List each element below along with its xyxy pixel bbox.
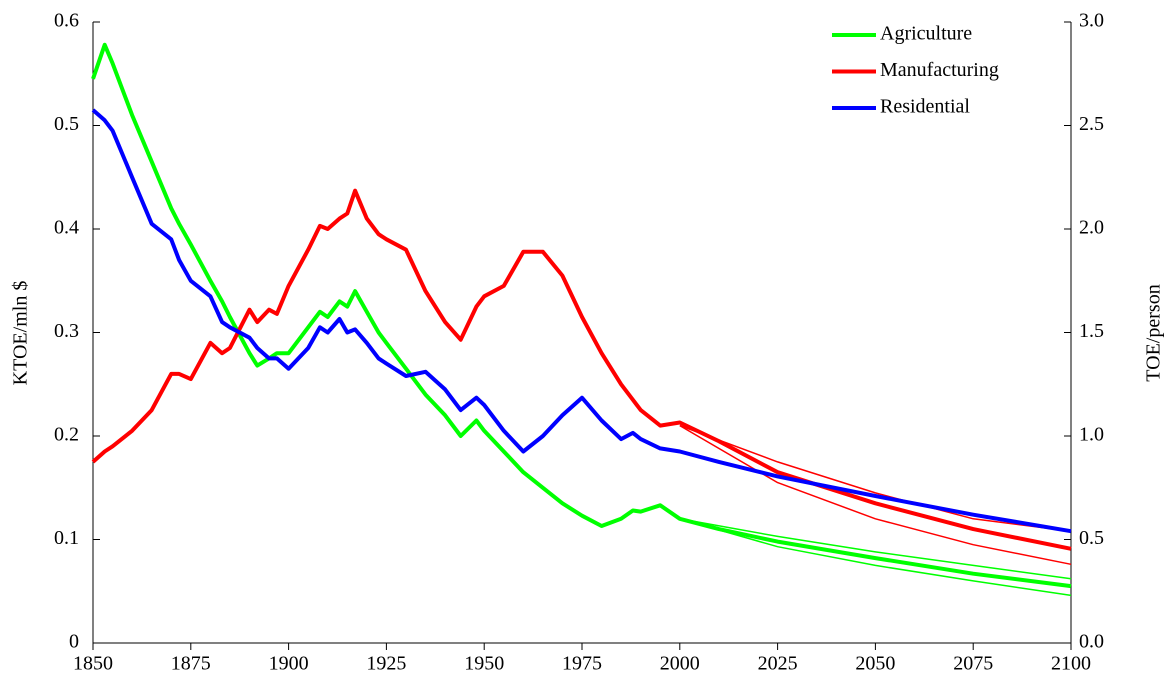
y2-tick-label: 1.0 xyxy=(1079,424,1104,446)
series-line xyxy=(91,108,1072,534)
x-tick-label: 2000 xyxy=(660,653,700,675)
y2-tick-label: 0.0 xyxy=(1079,631,1104,653)
series-line xyxy=(91,188,1072,551)
legend-label: Manufacturing xyxy=(880,59,999,81)
y-tick-label: 0.6 xyxy=(54,10,79,32)
x-tick-label: 1875 xyxy=(171,653,211,675)
forecast-low xyxy=(679,518,1072,597)
forecast-low xyxy=(679,424,1072,566)
y-axis-label: KTOE/mln $ xyxy=(10,281,32,386)
y-tick-label: 0 xyxy=(69,631,79,653)
x-tick-label: 2025 xyxy=(758,653,798,675)
x-tick-label: 2050 xyxy=(855,653,895,675)
y-tick-label: 0.5 xyxy=(54,113,79,135)
x-tick-label: 1925 xyxy=(366,653,406,675)
y-tick-label: 0.3 xyxy=(54,320,79,342)
forecast-high xyxy=(679,424,1072,532)
legend-label: Residential xyxy=(880,96,970,118)
y2-tick-label: 0.5 xyxy=(1079,527,1104,549)
y2-tick-label: 2.0 xyxy=(1079,217,1104,239)
x-tick-label: 1900 xyxy=(269,653,309,675)
series-line xyxy=(91,42,1072,589)
y2-axis-label: TOE/person xyxy=(1143,284,1165,381)
x-tick-label: 2075 xyxy=(953,653,993,675)
y2-tick-label: 2.5 xyxy=(1079,113,1104,135)
y2-tick-label: 3.0 xyxy=(1079,10,1104,32)
y-tick-label: 0.2 xyxy=(54,424,79,446)
x-tick-label: 2100 xyxy=(1051,653,1091,675)
x-tick-label: 1950 xyxy=(464,653,504,675)
forecast-high xyxy=(679,518,1072,580)
y-tick-label: 0.4 xyxy=(54,217,79,239)
y-tick-label: 0.1 xyxy=(54,527,79,549)
x-tick-label: 1850 xyxy=(73,653,113,675)
y2-tick-label: 1.5 xyxy=(1079,320,1104,342)
legend-label: Agriculture xyxy=(880,23,972,45)
x-tick-label: 1975 xyxy=(562,653,602,675)
